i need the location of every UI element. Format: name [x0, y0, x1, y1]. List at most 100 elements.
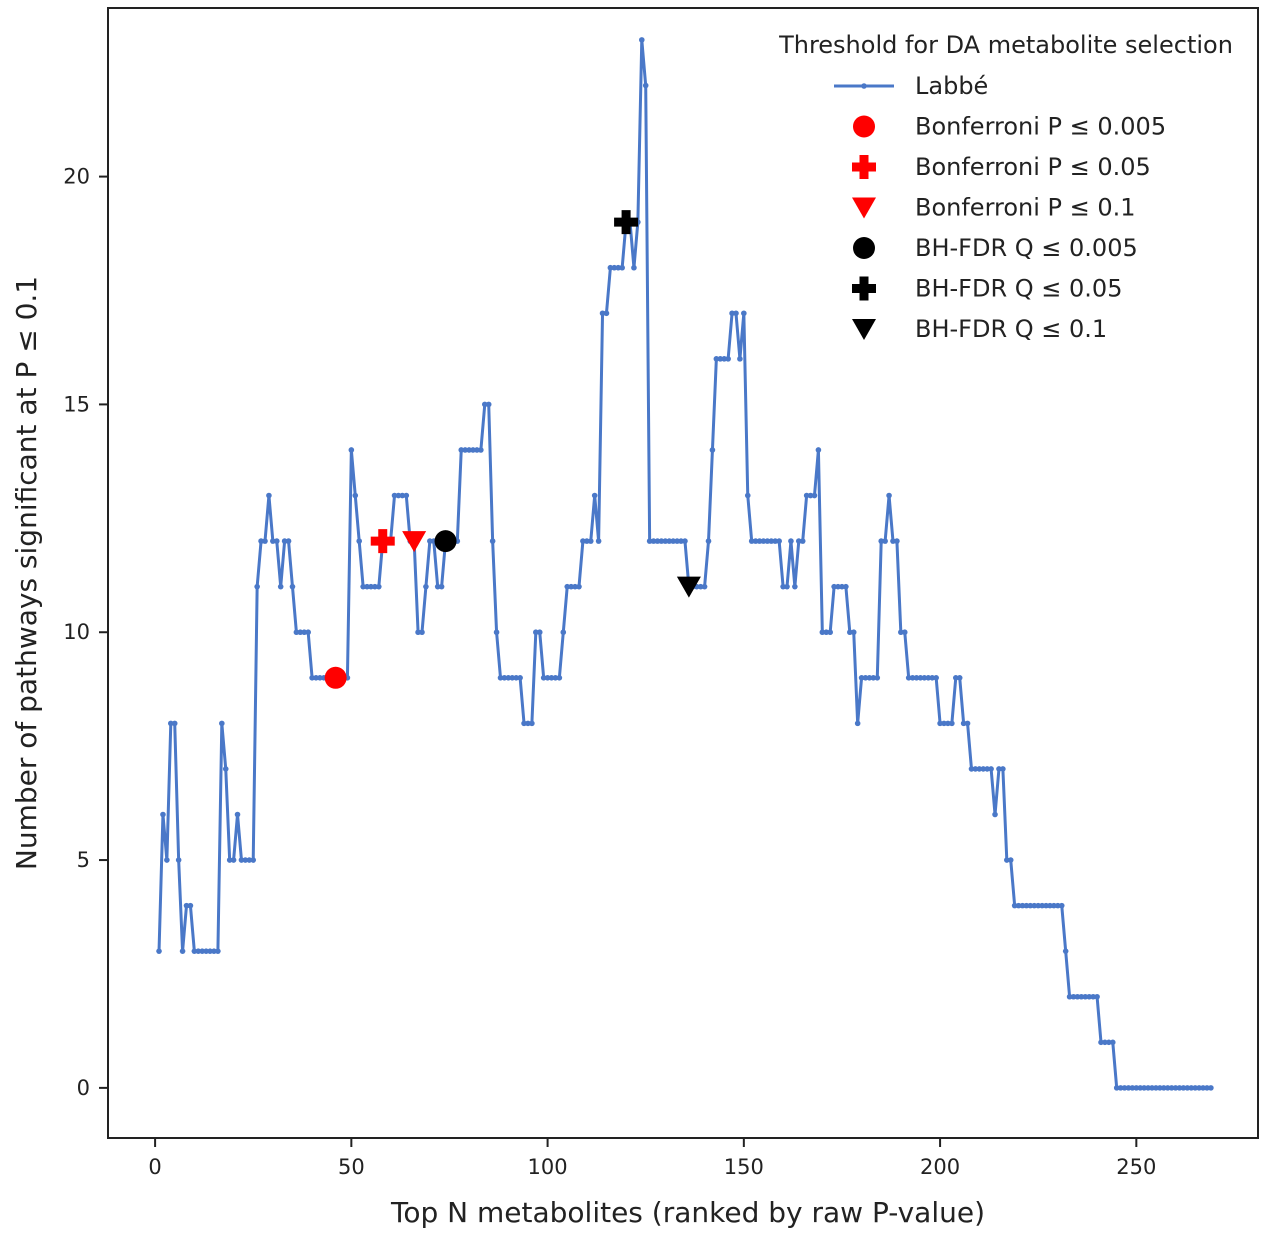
data-point	[183, 902, 190, 909]
data-point	[705, 538, 712, 544]
data-point	[850, 629, 857, 636]
legend-label: Bonferroni P ≤ 0.005	[915, 113, 1166, 141]
data-point	[470, 447, 476, 453]
data-point	[372, 583, 378, 590]
data-point	[658, 538, 665, 544]
legend-label: Labbé	[915, 72, 988, 100]
threshold-marker	[402, 531, 427, 553]
data-point	[788, 538, 794, 544]
data-point	[352, 492, 359, 499]
x-axis-title: Top N metabolites (ranked by raw P-value…	[390, 1196, 985, 1229]
data-point	[572, 583, 578, 590]
data-point	[301, 629, 308, 636]
data-point	[878, 538, 885, 544]
data-point	[929, 674, 936, 681]
threshold-marker	[370, 529, 395, 554]
data-point	[489, 538, 496, 544]
data-point	[815, 447, 822, 453]
data-point	[1078, 993, 1085, 1000]
data-point	[466, 447, 472, 453]
data-point	[960, 720, 967, 727]
data-point	[839, 583, 845, 590]
x-tick-label: 100	[528, 1155, 568, 1179]
x-tick-label: 50	[338, 1155, 365, 1179]
data-point	[1113, 1085, 1120, 1091]
data-point	[1102, 1039, 1108, 1046]
data-point	[607, 264, 614, 271]
data-point	[976, 766, 983, 772]
data-point	[725, 356, 731, 362]
data-point	[258, 538, 264, 544]
data-point	[1149, 1085, 1155, 1091]
data-point	[952, 674, 959, 681]
data-point	[874, 674, 881, 681]
data-point	[1004, 857, 1010, 863]
threshold-marker	[614, 210, 639, 235]
data-point	[1192, 1085, 1199, 1091]
data-point	[752, 538, 759, 544]
data-point	[556, 674, 563, 681]
data-point	[1094, 993, 1100, 1000]
data-point	[505, 674, 512, 681]
legend-label: Bonferroni P ≤ 0.1	[915, 194, 1136, 222]
data-point	[741, 310, 747, 317]
data-point	[564, 583, 571, 590]
data-point	[1082, 993, 1089, 1000]
data-point	[246, 857, 253, 863]
data-point	[882, 538, 888, 544]
data-point	[1180, 1085, 1187, 1091]
data-point	[222, 766, 229, 772]
data-point	[717, 356, 724, 362]
data-point	[1035, 902, 1042, 909]
data-point	[866, 674, 873, 681]
data-point	[513, 674, 519, 681]
data-point	[1039, 902, 1045, 909]
data-point	[811, 492, 818, 499]
data-point	[474, 447, 480, 453]
data-point	[1051, 902, 1057, 909]
data-point	[780, 583, 786, 590]
data-point	[823, 629, 830, 636]
data-point	[1055, 902, 1061, 909]
x-tick-label: 0	[148, 1155, 161, 1179]
legend-label: Bonferroni P ≤ 0.05	[915, 153, 1151, 181]
data-point	[1090, 993, 1096, 1000]
data-point	[376, 583, 382, 590]
data-point	[156, 948, 162, 954]
data-point	[847, 629, 853, 636]
data-point	[277, 583, 284, 590]
legend-swatch	[852, 155, 876, 179]
data-point	[682, 538, 688, 544]
y-tick-label: 5	[77, 848, 90, 872]
data-point	[831, 583, 837, 590]
data-point	[674, 538, 680, 544]
data-point	[587, 538, 594, 544]
legend-items: Labbé Bonferroni P ≤ 0.005 Bonferroni P ≤ …	[834, 72, 1166, 343]
legend-swatch	[852, 197, 876, 219]
data-point	[599, 310, 606, 317]
data-point	[281, 538, 288, 544]
data-point	[1031, 902, 1038, 909]
data-point	[293, 629, 300, 636]
data-point	[615, 264, 622, 271]
data-point	[760, 538, 767, 544]
data-point	[666, 538, 673, 544]
data-point	[529, 720, 535, 727]
data-point	[219, 720, 225, 727]
data-point	[968, 766, 975, 772]
data-point	[191, 948, 198, 954]
data-point	[1086, 993, 1093, 1000]
data-point	[756, 538, 763, 544]
data-point	[1043, 902, 1049, 909]
data-point	[160, 811, 166, 818]
data-point	[631, 264, 637, 271]
data-point	[925, 674, 932, 681]
data-point	[584, 538, 590, 544]
data-point	[580, 538, 586, 544]
x-tick-label: 250	[1116, 1155, 1156, 1179]
data-point	[921, 674, 928, 681]
data-point	[799, 538, 806, 544]
data-point	[744, 492, 751, 499]
data-point	[309, 674, 315, 681]
